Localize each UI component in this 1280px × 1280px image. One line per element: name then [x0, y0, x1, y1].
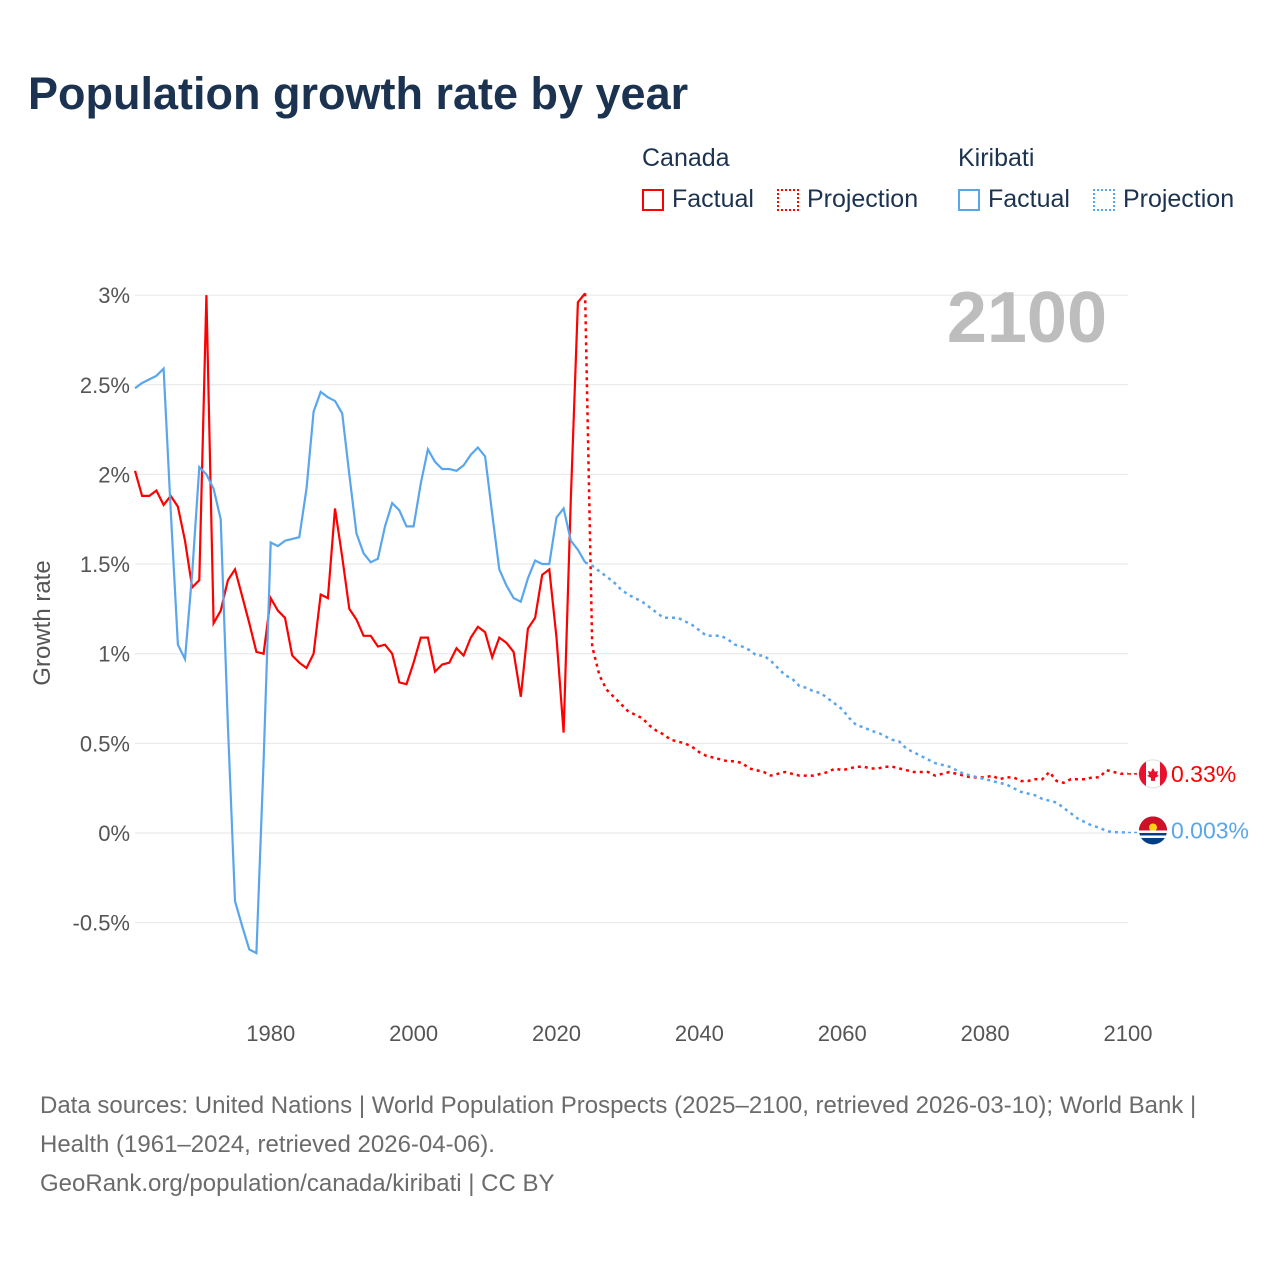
- legend-kiribati-projection[interactable]: Projection: [1092, 185, 1235, 214]
- flag-band: [1139, 761, 1146, 786]
- canada-end-value: 0.33%: [1171, 761, 1236, 787]
- legend-kiribati: Kiribati Factual Projection: [958, 144, 1234, 218]
- wave: [1140, 835, 1166, 838]
- x-tick-label: 1980: [246, 1021, 295, 1046]
- chart-title: Population growth rate by year: [28, 68, 689, 119]
- y-tick-label: 2%: [98, 462, 130, 487]
- maple-leaf-icon: [1147, 767, 1159, 781]
- legend-label: Projection: [1122, 185, 1235, 213]
- legend-country-label: Canada: [642, 144, 730, 172]
- sun-icon: [1149, 823, 1157, 832]
- dotted-swatch-icon: [776, 188, 799, 211]
- x-tick-label: 2060: [818, 1021, 867, 1046]
- wave: [1139, 830, 1167, 833]
- y-tick-label: 1.5%: [80, 552, 130, 577]
- x-tick-label: 2040: [675, 1021, 724, 1046]
- kiribati-end-value: 0.003%: [1171, 817, 1249, 843]
- canada-projection-line: [583, 293, 1128, 785]
- solid-swatch-icon: [642, 188, 664, 211]
- legend-canada-projection[interactable]: Projection: [776, 185, 919, 214]
- solid-swatch-icon: [958, 188, 980, 211]
- year-indicator: 2100: [947, 278, 1107, 358]
- legend-label: Projection: [806, 185, 919, 213]
- footer: Data sources: United Nations | World Pop…: [40, 1086, 1240, 1203]
- y-tick-label: -0.5%: [73, 911, 130, 936]
- legend-kiribati-factual[interactable]: Factual: [958, 185, 1070, 214]
- legend-label: Factual: [988, 185, 1070, 213]
- canada-factual-line: [133, 292, 586, 733]
- dotted-swatch-icon: [1092, 188, 1115, 211]
- y-tick-label: 0%: [98, 821, 130, 846]
- legend-canada-factual[interactable]: Factual: [642, 185, 754, 214]
- kiribati-projection-line: [584, 561, 1129, 834]
- y-tick-label: 0.5%: [80, 731, 130, 756]
- x-tick-label: 2020: [532, 1021, 581, 1046]
- y-tick-label: 1%: [98, 642, 130, 667]
- y-tick-label: 3%: [98, 283, 130, 308]
- legend-country-label: Kiribati: [958, 144, 1035, 172]
- y-tick-label: 2.5%: [80, 373, 130, 398]
- x-tick-label: 2100: [1104, 1021, 1153, 1046]
- x-tick-label: 2080: [961, 1021, 1010, 1046]
- canada-flag-icon: [1138, 759, 1168, 789]
- legend-label: Factual: [672, 185, 754, 213]
- data-sources: Data sources: United Nations | World Pop…: [40, 1092, 1197, 1158]
- y-axis-label: Growth rate: [29, 560, 56, 685]
- credit-link[interactable]: GeoRank.org/population/canada/kiribati |…: [40, 1170, 555, 1197]
- kiribati-flag-icon: [1139, 816, 1167, 845]
- legend-canada: Canada Factual Projection: [642, 144, 934, 218]
- kiribati-factual-line: [134, 366, 587, 955]
- x-tick-label: 2000: [389, 1021, 438, 1046]
- flag-band: [1160, 761, 1167, 786]
